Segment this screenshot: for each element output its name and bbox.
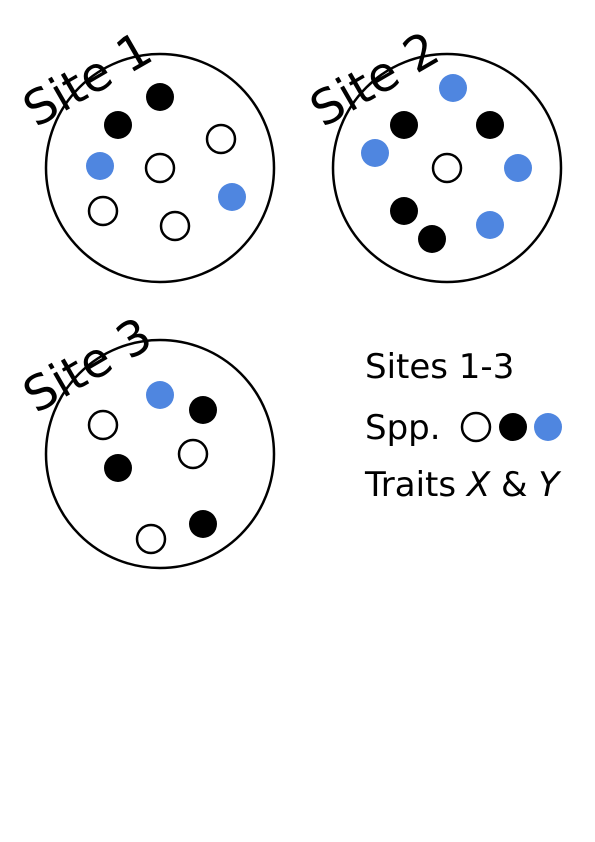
site-1-individual-white — [205, 123, 237, 155]
site-2-individuals — [361, 74, 532, 253]
legend-traits-text: Traits X & Y — [364, 465, 561, 505]
site-1-individual-blue — [218, 183, 246, 211]
site-3-individual-white — [135, 523, 167, 555]
site-1-label: Site 1 — [14, 21, 161, 138]
site-1-individuals — [86, 83, 246, 242]
site-1-individual-white — [159, 210, 191, 242]
legend-amp: & — [490, 465, 538, 505]
site-1-individual-white — [144, 152, 176, 184]
legend: Sites 1-3 Spp. Traits X & Y — [364, 347, 562, 505]
site-3-individual-black — [189, 510, 217, 538]
site-3-label: Site 3 — [14, 307, 161, 424]
site-2-individual-blue — [439, 74, 467, 102]
site-1-individual-blue — [86, 152, 114, 180]
site-1-boundary — [44, 52, 276, 284]
site-3-individual-black — [189, 396, 217, 424]
site-2-individual-black — [476, 111, 504, 139]
site-3: Site 3 — [14, 307, 276, 570]
legend-species-swatches — [460, 411, 562, 443]
site-3-individual-white — [177, 438, 209, 470]
site-1: Site 1 — [14, 21, 276, 284]
legend-swatch-blue — [534, 413, 562, 441]
site-2-individual-black — [418, 225, 446, 253]
site-2-individual-blue — [361, 139, 389, 167]
legend-sites-text: Sites 1-3 — [365, 347, 514, 387]
site-2-label: Site 2 — [301, 21, 448, 138]
site-3-individuals — [87, 381, 217, 555]
site-2-individual-blue — [476, 211, 504, 239]
legend-swatch-white — [460, 411, 492, 443]
site-1-individual-black — [104, 111, 132, 139]
legend-swatch-black — [499, 413, 527, 441]
site-2-individual-white — [431, 152, 463, 184]
site-1-individual-black — [146, 83, 174, 111]
site-2-individual-black — [390, 111, 418, 139]
site-3-boundary — [44, 338, 276, 570]
legend-spp-text: Spp. — [365, 408, 441, 448]
site-1-individual-white — [87, 195, 119, 227]
site-3-individual-blue — [146, 381, 174, 409]
site-2: Site 2 — [301, 21, 563, 284]
site-3-individual-white — [87, 409, 119, 441]
site-3-individual-black — [104, 454, 132, 482]
site-2-boundary — [331, 52, 563, 284]
legend-traits-prefix: Traits — [364, 465, 467, 505]
legend-trait-x: X — [465, 465, 491, 505]
site-2-individual-blue — [504, 154, 532, 182]
legend-trait-y: Y — [538, 465, 561, 505]
site-2-individual-black — [390, 197, 418, 225]
